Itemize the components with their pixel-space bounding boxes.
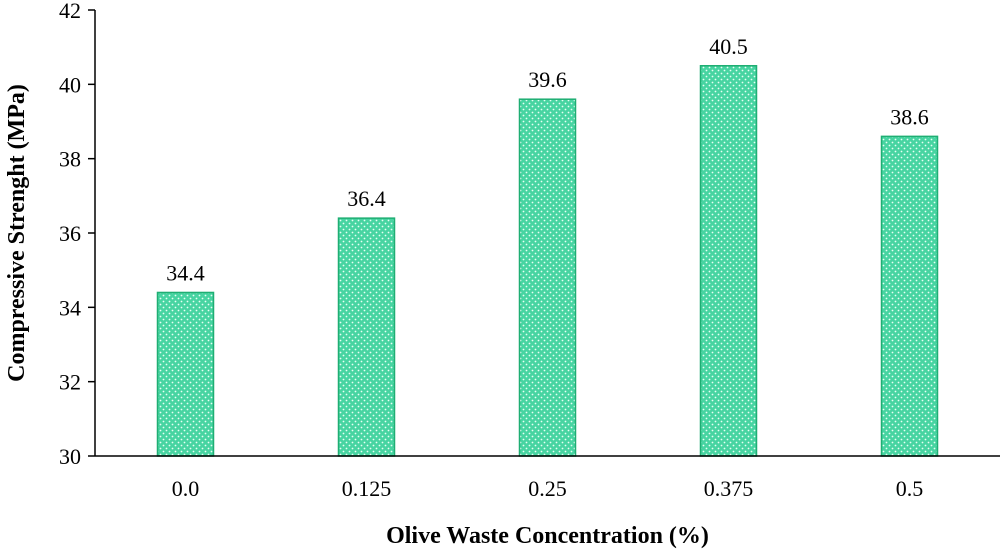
x-tick-label: 0.375 [704, 476, 754, 501]
data-label-0.125: 36.4 [347, 186, 386, 211]
y-axis-ticks: 30 32 34 36 38 40 42 [59, 0, 95, 469]
bar-0.5 [880, 135, 939, 457]
data-label-0.375: 40.5 [709, 34, 748, 59]
y-tick-label: 32 [59, 370, 81, 395]
data-label-0.5: 38.6 [890, 104, 929, 129]
data-labels: 34.4 36.4 39.6 40.5 38.6 [166, 34, 929, 286]
bar-0.375 [699, 65, 758, 457]
x-tick-label: 0.5 [896, 476, 924, 501]
x-tick-label: 0.25 [528, 476, 567, 501]
y-tick-label: 40 [59, 72, 81, 97]
bar-0.25 [518, 98, 577, 457]
y-tick-label: 34 [59, 295, 81, 320]
bar-0.125 [337, 217, 396, 457]
y-tick-label: 36 [59, 221, 81, 246]
x-axis-ticks: 0.0 0.125 0.25 0.375 0.5 [172, 476, 924, 501]
x-tick-label: 0.125 [342, 476, 392, 501]
y-tick-label: 42 [59, 0, 81, 23]
x-axis-title: Olive Waste Concentration (%) [386, 523, 709, 549]
y-axis-title: Compressive Strenght (MPa) [4, 84, 30, 382]
y-tick-label: 38 [59, 147, 81, 172]
bar-0.0 [156, 291, 215, 457]
data-label-0.25: 39.6 [528, 67, 567, 92]
y-tick-label: 30 [59, 444, 81, 469]
data-label-0.0: 34.4 [166, 260, 205, 285]
x-tick-label: 0.0 [172, 476, 200, 501]
bars [156, 65, 939, 457]
